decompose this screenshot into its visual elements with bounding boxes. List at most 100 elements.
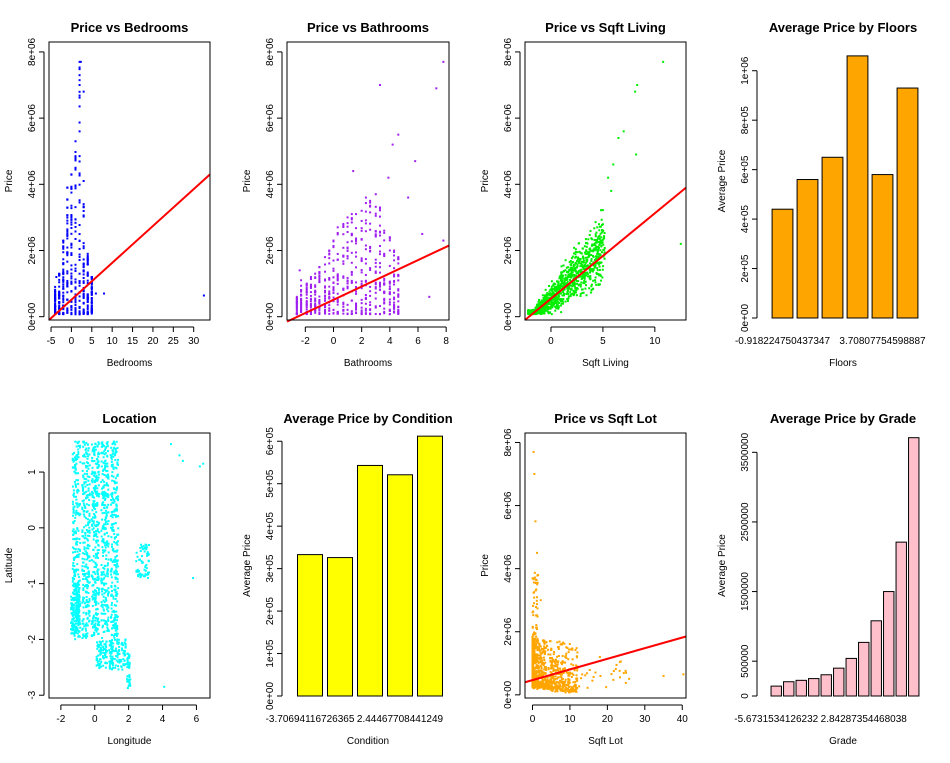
data-point <box>85 441 88 444</box>
data-point <box>70 218 73 221</box>
data-point <box>557 281 560 284</box>
data-point <box>364 244 367 247</box>
data-point <box>388 301 391 304</box>
data-point <box>75 587 78 590</box>
data-point <box>114 447 117 450</box>
data-point <box>110 645 113 648</box>
data-point <box>543 312 546 315</box>
data-point <box>600 231 603 234</box>
data-point <box>393 275 396 278</box>
data-point <box>374 214 377 217</box>
data-point <box>576 282 579 285</box>
data-point <box>124 650 127 653</box>
data-point <box>88 512 91 515</box>
data-point <box>567 674 570 677</box>
data-point <box>97 589 100 592</box>
data-point <box>79 461 82 464</box>
y-tick-label: 8e+06 <box>503 37 514 66</box>
data-point <box>103 292 106 295</box>
data-point <box>90 472 93 475</box>
data-point <box>540 672 543 675</box>
data-point <box>85 612 88 615</box>
data-point <box>78 66 81 69</box>
data-point <box>93 601 96 604</box>
data-point <box>549 648 552 651</box>
data-point <box>559 298 562 301</box>
data-point <box>92 596 95 599</box>
data-point <box>550 656 553 659</box>
data-point <box>90 443 93 446</box>
data-point <box>104 654 107 657</box>
data-point <box>115 536 118 539</box>
data-point <box>537 682 540 685</box>
data-point <box>70 605 73 608</box>
data-point <box>589 267 592 270</box>
data-point <box>91 490 94 493</box>
data-point <box>96 501 99 504</box>
data-point <box>84 481 87 484</box>
data-point <box>552 658 555 661</box>
data-point <box>586 272 589 275</box>
y-tick-label: 4e+06 <box>503 554 514 583</box>
chart-title: Average Price by Condition <box>283 411 452 426</box>
data-point <box>87 467 90 470</box>
data-point <box>556 655 559 658</box>
data-point <box>128 655 131 658</box>
data-point <box>571 687 574 690</box>
data-point <box>634 90 637 93</box>
data-point <box>74 516 77 519</box>
data-point <box>75 489 78 492</box>
data-point <box>305 284 308 287</box>
data-point <box>574 269 577 272</box>
data-point <box>117 458 120 461</box>
data-point <box>81 535 84 538</box>
data-point <box>137 575 140 578</box>
data-point <box>72 494 75 497</box>
data-point <box>83 443 86 446</box>
data-point <box>74 270 77 273</box>
data-point <box>112 513 115 516</box>
data-point <box>54 300 57 303</box>
data-point <box>538 298 541 301</box>
data-point <box>102 651 105 654</box>
data-point <box>538 302 541 305</box>
data-point <box>111 650 114 653</box>
data-point <box>116 626 119 629</box>
data-point <box>107 503 110 506</box>
data-point <box>97 464 100 467</box>
data-point <box>81 552 84 555</box>
data-point <box>557 305 560 308</box>
data-point <box>91 456 94 459</box>
data-point <box>136 555 139 558</box>
data-point <box>549 294 552 297</box>
data-point <box>397 256 400 259</box>
data-point <box>586 242 589 245</box>
data-point <box>82 578 85 581</box>
data-point <box>575 266 578 269</box>
data-point <box>346 249 349 252</box>
data-point <box>564 279 567 282</box>
data-point <box>66 285 69 288</box>
data-point <box>128 682 131 685</box>
data-point <box>336 226 339 229</box>
data-point <box>84 448 87 451</box>
data-point <box>103 576 106 579</box>
data-point <box>109 515 112 518</box>
data-point <box>598 235 601 238</box>
data-point <box>534 675 537 678</box>
data-point <box>101 573 104 576</box>
data-point <box>111 610 114 613</box>
data-point <box>584 265 587 268</box>
data-point <box>106 568 109 571</box>
data-point <box>557 669 560 672</box>
data-point <box>112 529 115 532</box>
data-point <box>106 454 109 457</box>
data-point <box>562 291 565 294</box>
data-point <box>93 504 96 507</box>
data-point <box>70 608 73 611</box>
data-point <box>369 245 372 248</box>
data-point <box>58 291 61 294</box>
data-point <box>146 571 149 574</box>
data-point <box>82 245 85 248</box>
